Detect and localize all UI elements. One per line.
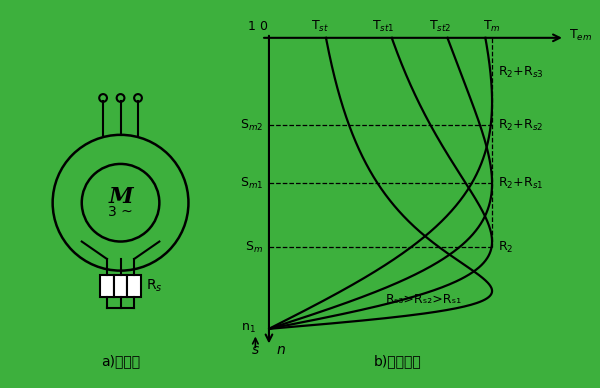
Bar — [114, 275, 127, 297]
Text: T$_{st1}$: T$_{st1}$ — [372, 19, 395, 34]
Text: n: n — [277, 343, 286, 357]
Text: b)机械特征: b)机械特征 — [374, 355, 422, 369]
Text: s: s — [252, 343, 259, 357]
Text: R$_s$: R$_s$ — [146, 278, 163, 294]
Text: M: M — [108, 186, 133, 208]
Text: 1: 1 — [248, 20, 256, 33]
Text: R$_2$: R$_2$ — [498, 240, 513, 255]
Text: T$_{st}$: T$_{st}$ — [311, 19, 329, 34]
Text: S$_{m1}$: S$_{m1}$ — [240, 176, 263, 191]
Text: R$_2$+R$_{s2}$: R$_2$+R$_{s2}$ — [498, 118, 543, 133]
Text: S$_{m2}$: S$_{m2}$ — [240, 118, 263, 133]
Text: n$_1$: n$_1$ — [241, 322, 256, 335]
Text: 0: 0 — [259, 20, 267, 33]
Text: R$_2$+R$_{s3}$: R$_2$+R$_{s3}$ — [498, 65, 544, 80]
Text: T$_m$: T$_m$ — [483, 19, 501, 34]
Text: T$_{st2}$: T$_{st2}$ — [430, 19, 452, 34]
Text: 3 ~: 3 ~ — [108, 205, 133, 220]
Text: T$_{em}$: T$_{em}$ — [569, 28, 592, 43]
Text: R$_2$+R$_{s1}$: R$_2$+R$_{s1}$ — [498, 176, 543, 191]
Text: S$_m$: S$_m$ — [245, 240, 263, 255]
Bar — [127, 275, 141, 297]
Text: Rₛ₃>Rₛ₂>Rₛ₁: Rₛ₃>Rₛ₂>Rₛ₁ — [385, 293, 461, 306]
Bar — [100, 275, 114, 297]
Text: a)电路图: a)电路图 — [101, 355, 140, 369]
